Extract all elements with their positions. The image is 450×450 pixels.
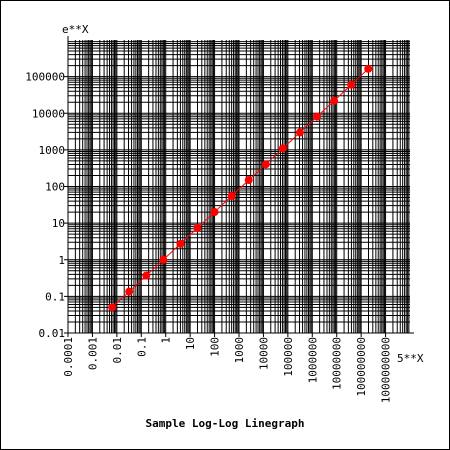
data-point <box>193 223 202 232</box>
series-group <box>108 64 373 312</box>
x-tick-label: 0.1 <box>135 337 148 357</box>
data-point <box>159 255 168 264</box>
x-tick-label: 100000000 <box>355 337 368 397</box>
x-tick-label: 10000000 <box>331 337 344 390</box>
chart-title: Sample Log-Log Linegraph <box>146 417 305 430</box>
x-axis-label: 5**X <box>397 352 424 365</box>
y-tick-label: 100 <box>45 181 65 194</box>
y-tick-label: 10 <box>52 217 65 230</box>
x-tick-label: 0.01 <box>111 337 124 364</box>
data-point <box>210 208 219 217</box>
data-point <box>313 112 322 121</box>
data-point <box>347 80 356 89</box>
data-point <box>176 239 185 248</box>
x-tick-label: 1000 <box>233 337 246 364</box>
series-line <box>111 68 369 308</box>
data-point <box>244 176 253 185</box>
data-point <box>278 144 287 153</box>
data-point <box>364 64 373 73</box>
data-point <box>142 271 151 280</box>
x-tick-label: 100 <box>209 337 222 357</box>
axes: 0.01 0.1 1 10 100 1000 10000 100000 0.0001 0.001 0… <box>25 36 414 403</box>
x-tick-label: 0.001 <box>86 337 99 370</box>
data-point <box>261 160 270 169</box>
x-tick-label: 1000000000 <box>380 337 393 403</box>
grid <box>67 40 410 334</box>
x-tick-label: 1000000 <box>306 337 319 383</box>
x-tick-label: 100000 <box>282 337 295 377</box>
y-tick-label: 10000 <box>32 107 65 120</box>
data-point <box>125 287 134 296</box>
y-tick-label: 1000 <box>39 144 66 157</box>
data-point <box>330 96 339 105</box>
y-tick-label: 1 <box>58 254 65 267</box>
x-tick-label: 10000 <box>257 337 270 370</box>
y-tick-label: 0.1 <box>45 290 65 303</box>
y-tick-label: 100000 <box>25 71 65 84</box>
y-tick-label: 0.01 <box>39 327 66 340</box>
x-tick-label: 1 <box>160 337 173 344</box>
x-tick-label: 0.0001 <box>62 337 75 377</box>
x-tick-label: 10 <box>184 337 197 350</box>
data-point <box>227 192 236 201</box>
data-point <box>108 303 117 312</box>
data-point <box>295 128 304 137</box>
y-axis-label: e**X <box>62 23 89 36</box>
